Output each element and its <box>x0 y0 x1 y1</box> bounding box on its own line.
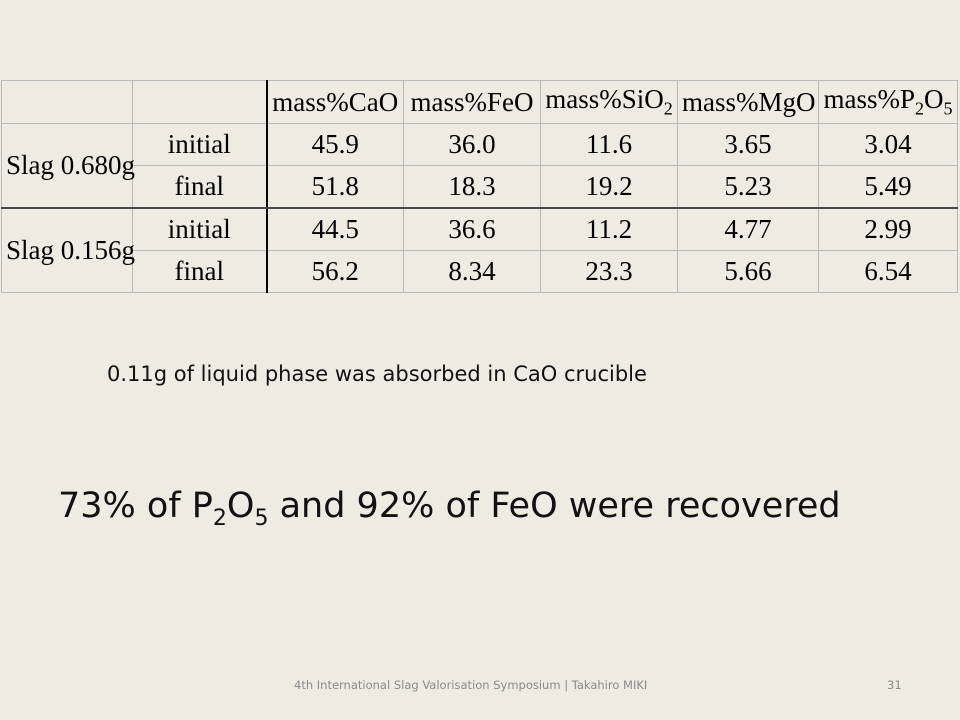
table-cell: 23.3 <box>540 250 678 293</box>
absorption-note: 0.11g of liquid phase was absorbed in Ca… <box>107 362 647 386</box>
footer-text: 4th International Slag Valorisation Symp… <box>294 678 648 692</box>
table-cell: 2.99 <box>818 207 958 251</box>
composition-table: mass%CaO mass%FeO mass%SiO2 mass%MgO mas… <box>1 80 958 293</box>
table-cell: 8.34 <box>403 250 541 293</box>
header-sio2-sub: 2 <box>663 98 673 119</box>
group-label: Slag 0.156g <box>1 207 135 293</box>
header-feo: mass%FeO <box>403 80 541 124</box>
table-cell: 56.2 <box>266 250 404 293</box>
table-row: Slag 0.680g initial 45.9 36.0 11.6 3.65 … <box>1 123 958 209</box>
table-cell: 6.54 <box>818 250 958 293</box>
table-cell: 5.49 <box>818 165 958 209</box>
header-p2o5-o: O <box>924 84 944 115</box>
headline-part1: 73% of P <box>58 486 213 526</box>
table-cell: 44.5 <box>266 207 404 251</box>
group-label: Slag 0.680g <box>1 123 135 209</box>
row-state: initial <box>132 123 268 166</box>
table-cell: 36.0 <box>403 123 541 166</box>
headline-part3: and 92% of FeO were recovered <box>268 486 841 526</box>
header-p2o5: mass%P2O5 <box>818 80 958 124</box>
table-cell: 4.77 <box>677 207 819 251</box>
row-state: initial <box>132 207 268 251</box>
table-cell: 18.3 <box>403 165 541 209</box>
table-row: final 56.2 8.34 23.3 5.66 6.54 <box>2 250 958 293</box>
header-p2o5-sub2: 5 <box>943 98 953 119</box>
row-state: final <box>132 165 268 209</box>
header-p2o5-sub1: 2 <box>915 98 924 119</box>
headline-sub1: 2 <box>212 506 227 531</box>
table-header-row: mass%CaO mass%FeO mass%SiO2 mass%MgO mas… <box>1 80 958 124</box>
table-cell: 11.2 <box>540 207 678 251</box>
header-empty-cell <box>1 80 133 124</box>
headline-sub2: 5 <box>254 506 269 531</box>
table-row: final 51.8 18.3 19.2 5.23 5.49 <box>2 165 958 209</box>
header-sio2: mass%SiO2 <box>540 80 678 124</box>
table-cell: 5.66 <box>677 250 819 293</box>
header-mgo: mass%MgO <box>677 80 819 124</box>
table-cell: 19.2 <box>540 165 678 209</box>
row-state: final <box>132 250 268 293</box>
table-row: Slag 0.156g initial 44.5 36.6 11.2 4.77 … <box>1 207 958 293</box>
table-cell: 5.23 <box>677 165 819 209</box>
header-cao: mass%CaO <box>266 80 404 124</box>
headline-part2: O <box>226 486 255 526</box>
table-cell: 3.04 <box>818 123 958 166</box>
table-cell: 3.65 <box>677 123 819 166</box>
header-p2o5-base: mass%P <box>823 84 915 115</box>
table-cell: 45.9 <box>266 123 404 166</box>
slide-number: 31 <box>887 678 902 692</box>
recovery-headline: 73% of P2O5 and 92% of FeO were recovere… <box>58 486 841 530</box>
table-cell: 36.6 <box>403 207 541 251</box>
table-cell: 11.6 <box>540 123 678 166</box>
header-sio2-base: mass%SiO <box>545 84 664 115</box>
header-empty-cell <box>132 80 268 124</box>
table-cell: 51.8 <box>266 165 404 209</box>
